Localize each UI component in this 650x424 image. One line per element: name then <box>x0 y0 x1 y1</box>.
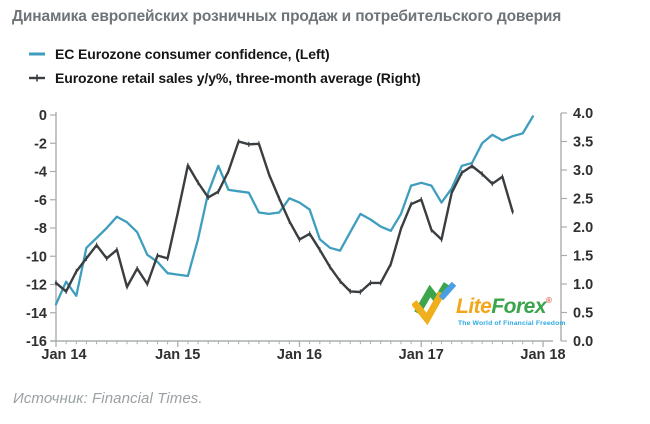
left-axis-tick-label: -14 <box>26 306 47 322</box>
left-axis-tick-label: 0 <box>39 108 47 124</box>
liteforex-logo: LiteForex® The World of Financial Freedo… <box>412 281 566 337</box>
liteforex-logo-text: LiteForex® <box>456 295 552 319</box>
chart-title: Динамика европейских розничных продаж и … <box>12 8 562 25</box>
left-axis-tick-label: -2 <box>34 136 47 152</box>
x-axis-tick-label: Jan 14 <box>41 347 86 363</box>
x-axis-tick-label: Jan 18 <box>520 347 565 363</box>
legend-item-retail: Eurozone retail sales y/y%, three-month … <box>28 66 421 90</box>
retail-line-plus-swatch-icon <box>29 74 45 82</box>
legend-label-retail: Eurozone retail sales y/y%, three-month … <box>55 70 421 86</box>
left-axis-tick-label: -4 <box>34 165 47 181</box>
left-axis-tick-label: -10 <box>26 249 47 265</box>
right-axis-tick-label: 2.0 <box>573 220 593 236</box>
left-axis-tick-label: -8 <box>34 221 47 237</box>
x-axis-tick-label: Jan 17 <box>399 347 444 363</box>
confidence-line-swatch-icon <box>29 52 45 56</box>
logo-forex-text: Forex <box>491 295 547 318</box>
right-axis-tick-label: 3.5 <box>573 135 593 151</box>
left-axis-tick-label: -12 <box>26 278 47 294</box>
logo-lite-text: Lite <box>456 295 492 318</box>
right-axis-tick-label: 3.0 <box>573 163 593 179</box>
legend-label-confidence: EC Eurozone consumer confidence, (Left) <box>55 46 330 62</box>
x-axis-tick-label: Jan 16 <box>277 347 322 363</box>
right-axis-tick-label: 0.0 <box>573 334 593 350</box>
retail-sales-line <box>54 140 514 294</box>
left-axis-tick-label: -16 <box>26 334 47 350</box>
right-axis-tick-label: 0.5 <box>573 306 593 322</box>
liteforex-tagline: The World of Financial Freedom <box>458 320 566 327</box>
right-axis-tick-label: 2.5 <box>573 192 593 208</box>
left-axis-tick-label: -6 <box>34 193 47 209</box>
right-axis-tick-label: 4.0 <box>573 106 593 122</box>
chart-legend: EC Eurozone consumer confidence, (Left) … <box>28 42 421 90</box>
right-axis-tick-label: 1.0 <box>573 277 593 293</box>
legend-item-confidence: EC Eurozone consumer confidence, (Left) <box>28 42 421 66</box>
source-caption: Источник: Financial Times. <box>13 390 203 407</box>
right-axis-tick-label: 1.5 <box>573 249 593 265</box>
x-axis-tick-label: Jan 15 <box>155 347 200 363</box>
liteforex-logo-mark-icon <box>412 281 457 326</box>
consumer-confidence-line <box>54 115 535 306</box>
logo-registered-mark: ® <box>546 296 552 305</box>
